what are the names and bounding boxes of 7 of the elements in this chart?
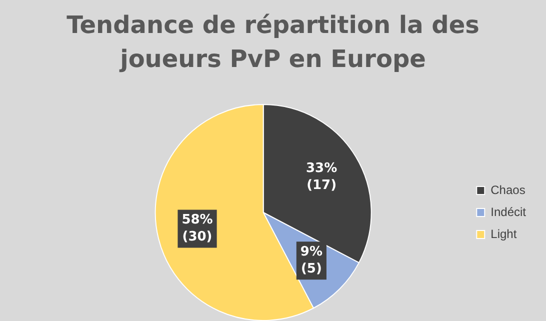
legend-label: Indécit [490,204,527,219]
chart-title: Tendance de répartition la des joueurs PvP en Europe [66,10,480,75]
data-label: 58% (30) [182,212,213,245]
legend-label: Light [490,226,518,241]
data-label: 33% (17) [306,161,338,194]
data-label: 9% (5) [300,244,322,276]
legend-label: Chaos [490,182,526,197]
